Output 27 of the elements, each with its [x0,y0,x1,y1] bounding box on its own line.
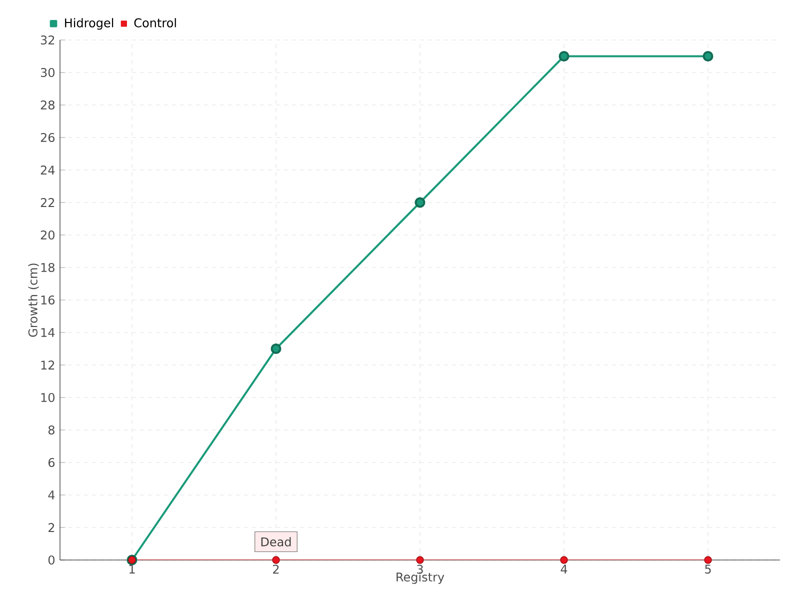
y-tick-label: 26 [40,132,55,142]
y-tick-label: 0 [48,555,54,565]
y-tick-label: 24 [40,166,55,174]
legend-label: Control [134,18,176,28]
y-tick-label: 22 [40,198,54,207]
y-tick-label: 6 [48,458,55,468]
y-tick-label: 12 [41,360,54,370]
x-tick-label: 4 [560,564,568,574]
y-tick-label: 20 [40,230,54,240]
y-tick-label: 18 [41,262,54,272]
y-tick-label: 16 [41,295,55,305]
y-tick-label: 10 [41,392,54,402]
y-tick-label: 32 [40,35,54,45]
y-tick-label: 2 [48,523,54,532]
x-tick-label: 3 [417,564,423,574]
y-tick-label: 14 [41,328,55,337]
annotation: Dead [261,537,291,546]
y-tick-label: 8 [48,425,54,435]
x-tick-label: 1 [130,564,135,574]
x-tick-label: 5 [705,564,711,574]
y-axis-title: Growth (cm) [28,264,39,337]
y-tick-label: 30 [40,68,54,78]
y-tick-label: 4 [48,490,55,500]
legend-label: Hidrogel [65,18,114,30]
y-tick-label: 28 [40,100,54,110]
x-tick-label: 2 [273,564,279,574]
x-axis-title: Registry [396,572,444,584]
